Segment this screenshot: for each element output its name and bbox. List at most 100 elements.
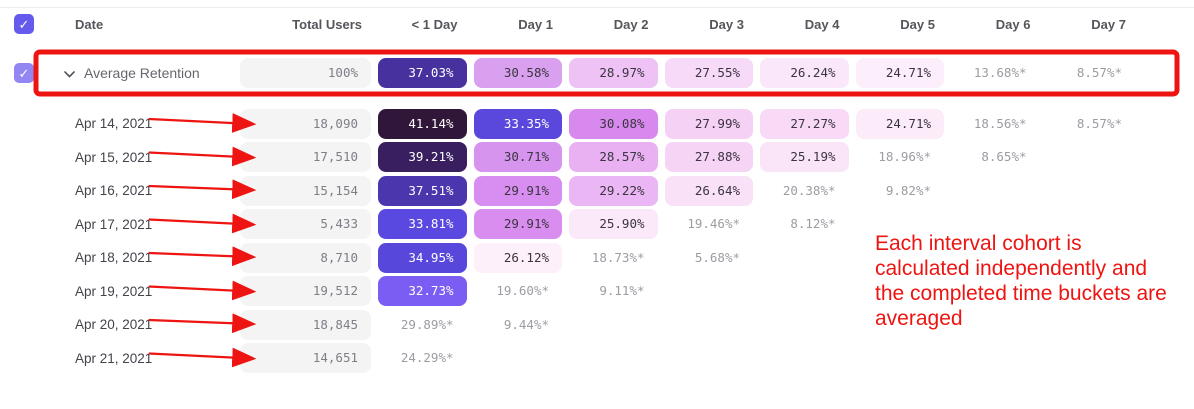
average-retention-label: Average Retention xyxy=(84,65,200,81)
total-users-value: 8,710 xyxy=(240,242,371,273)
retention-cell[interactable]: 27.55% xyxy=(664,58,753,88)
retention-cell[interactable]: 26.64% xyxy=(664,175,753,206)
column-header-day-7: Day 7 xyxy=(1091,16,1126,32)
chevron-down-icon[interactable] xyxy=(64,70,75,78)
retention-cell[interactable]: 26.12% xyxy=(473,242,562,273)
retention-cell[interactable]: 8.57%* xyxy=(1076,115,1122,131)
retention-cell[interactable] xyxy=(665,276,754,306)
retention-cell[interactable]: 26.24% xyxy=(760,58,849,88)
table-row[interactable]: Apr 14, 2021 18,090 41.14% 33.35% 30.08%… xyxy=(0,107,1194,141)
retention-cell[interactable] xyxy=(665,343,754,373)
retention-cell[interactable]: 24.71% xyxy=(855,58,944,88)
retention-cell[interactable]: 19.46%* xyxy=(687,216,740,232)
retention-cell[interactable]: 5.68%* xyxy=(694,249,740,265)
column-header-day-6: Day 6 xyxy=(995,16,1031,32)
retention-cell[interactable]: 29.22% xyxy=(569,175,658,206)
table-row[interactable]: Apr 16, 2021 15,154 37.51% 29.91% 29.22%… xyxy=(0,174,1194,208)
cohort-date: Apr 19, 2021 xyxy=(75,283,153,299)
total-users-value: 19,512 xyxy=(240,276,371,307)
retention-cell[interactable] xyxy=(951,176,1040,206)
retention-cell[interactable] xyxy=(760,276,849,306)
retention-cell[interactable]: 19.60%* xyxy=(496,283,549,299)
retention-cell[interactable]: 37.51% xyxy=(378,175,467,206)
column-header-total-users: Total Users xyxy=(292,16,362,32)
total-users-value: 17,510 xyxy=(240,142,371,173)
row-gap xyxy=(0,91,1194,107)
total-users-value: 14,651 xyxy=(240,343,371,374)
retention-cell[interactable]: 24.71% xyxy=(855,108,944,139)
retention-cell[interactable]: 8.57%* xyxy=(1076,65,1122,80)
retention-cell[interactable]: 27.99% xyxy=(664,108,753,139)
retention-cell[interactable]: 18.56%* xyxy=(973,115,1027,131)
retention-cell[interactable]: 37.03% xyxy=(378,58,467,88)
retention-cell[interactable]: 18.73%* xyxy=(591,249,645,265)
column-header-day-5: Day 5 xyxy=(900,16,935,32)
average-retention-row[interactable]: ✓ Average Retention 100% 37.03% 30.58% 2… xyxy=(0,55,1194,91)
retention-cell[interactable]: 20.38%* xyxy=(782,182,836,198)
retention-cell[interactable]: 27.88% xyxy=(664,142,753,173)
retention-cell[interactable] xyxy=(856,343,945,373)
retention-cell[interactable] xyxy=(760,243,849,273)
retention-cell[interactable]: 28.57% xyxy=(569,142,658,173)
retention-cell[interactable] xyxy=(1047,142,1136,172)
retention-cell[interactable]: 9.44%* xyxy=(503,316,549,332)
table-row[interactable]: Apr 18, 2021 8,710 34.95% 26.12% 18.73%*… xyxy=(0,241,1194,275)
retention-cell[interactable]: 33.81% xyxy=(378,209,467,240)
column-header-day-1: Day 1 xyxy=(518,16,553,32)
retention-cell[interactable] xyxy=(1047,176,1136,206)
retention-cell[interactable] xyxy=(951,343,1040,373)
retention-cell[interactable]: 25.19% xyxy=(760,142,849,173)
retention-cell[interactable]: 18.96%* xyxy=(878,149,931,165)
retention-cell[interactable] xyxy=(569,310,658,340)
check-icon: ✓ xyxy=(18,16,30,32)
retention-cell[interactable]: 27.27% xyxy=(760,108,849,139)
retention-cell[interactable]: 32.73% xyxy=(378,276,467,307)
retention-cell[interactable]: 24.29%* xyxy=(400,350,454,366)
retention-cell[interactable] xyxy=(1047,343,1136,373)
retention-cell[interactable]: 30.08% xyxy=(569,108,658,139)
table-header: ✓ Date Total Users < 1 Day Day 1 Day 2 D… xyxy=(0,8,1194,40)
retention-cell[interactable]: 25.90% xyxy=(569,209,658,240)
cohort-date: Apr 15, 2021 xyxy=(75,149,153,165)
table-row[interactable]: Apr 21, 2021 14,651 24.29%* xyxy=(0,342,1194,376)
retention-cell[interactable]: 30.58% xyxy=(473,58,562,88)
total-users-value: 18,845 xyxy=(240,309,371,340)
column-header-day-2: Day 2 xyxy=(613,16,649,32)
cohort-date: Apr 16, 2021 xyxy=(75,183,153,199)
row-checkbox[interactable]: ✓ xyxy=(14,63,34,83)
column-header-day-4: Day 4 xyxy=(804,16,840,32)
retention-cell[interactable] xyxy=(665,310,754,340)
total-users-value: 18,090 xyxy=(240,108,371,139)
table-row[interactable]: Apr 19, 2021 19,512 32.73% 19.60%* 9.11%… xyxy=(0,275,1194,309)
retention-cell[interactable]: 29.91% xyxy=(473,175,562,206)
retention-cell[interactable]: 8.12%* xyxy=(790,216,836,232)
cohort-date: Apr 14, 2021 xyxy=(75,116,153,132)
cohort-date: Apr 20, 2021 xyxy=(75,317,153,333)
retention-cell[interactable]: 28.97% xyxy=(569,58,658,88)
retention-cell[interactable]: 8.65%* xyxy=(981,149,1027,165)
retention-cell[interactable] xyxy=(760,343,849,373)
table-row[interactable]: Apr 15, 2021 17,510 39.21% 30.71% 28.57%… xyxy=(0,141,1194,175)
retention-cell[interactable]: 9.11%* xyxy=(599,283,645,299)
column-header-lt-1-day: < 1 Day xyxy=(411,16,458,32)
retention-cell[interactable] xyxy=(760,310,849,340)
retention-cell[interactable]: 13.68%* xyxy=(973,65,1027,80)
retention-cell[interactable] xyxy=(569,343,658,373)
total-users-value: 5,433 xyxy=(240,209,371,240)
select-all-checkbox[interactable]: ✓ xyxy=(14,14,34,34)
retention-cell[interactable]: 34.95% xyxy=(378,242,467,273)
table-top-border xyxy=(0,7,1194,8)
table-row[interactable]: Apr 17, 2021 5,433 33.81% 29.91% 25.90% … xyxy=(0,208,1194,242)
retention-cell[interactable]: 9.82%* xyxy=(885,182,931,198)
total-users-value: 15,154 xyxy=(240,175,371,206)
table-row[interactable]: Apr 20, 2021 18,845 29.89%* 9.44%* xyxy=(0,308,1194,342)
retention-cell[interactable]: 39.21% xyxy=(378,142,467,173)
total-users-value: 100% xyxy=(240,58,371,88)
retention-cell[interactable]: 29.91% xyxy=(473,209,562,240)
retention-cell[interactable]: 29.89%* xyxy=(400,316,454,332)
retention-cell[interactable]: 33.35% xyxy=(473,108,562,139)
retention-cell[interactable]: 30.71% xyxy=(473,142,562,173)
retention-cell[interactable] xyxy=(474,343,563,373)
retention-cell[interactable]: 41.14% xyxy=(378,108,467,139)
